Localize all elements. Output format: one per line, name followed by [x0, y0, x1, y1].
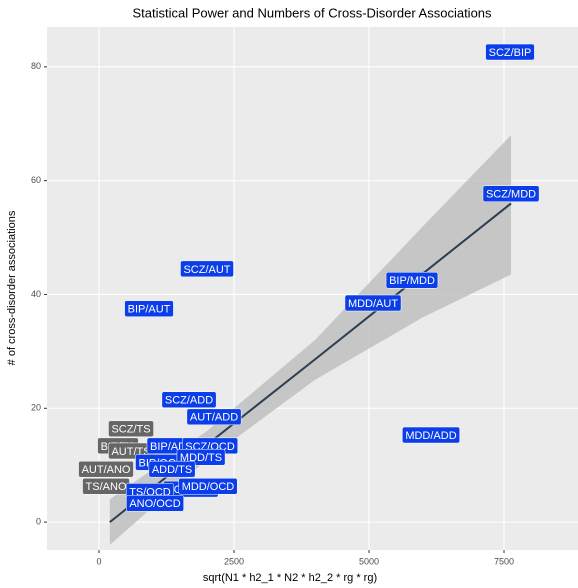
point-label: BIP/AUT [124, 300, 174, 317]
label-text: MDD/AUT [348, 298, 398, 310]
x-tick-label: 5000 [359, 556, 379, 566]
label-box [126, 495, 184, 512]
label-box [161, 391, 217, 409]
point-label: SCZ/ADD [161, 391, 217, 409]
label-box [344, 294, 402, 312]
label-text: SCZ/MDD [486, 189, 536, 201]
label-box [148, 460, 196, 478]
label-box [186, 408, 242, 426]
point-label: SCZ/MDD [482, 185, 540, 202]
point-label: ANO/OCD [126, 495, 184, 512]
point-label: SCZ/BIP [485, 43, 535, 61]
point-label: AUT/ADD [186, 408, 242, 426]
label-text: AUT/ADD [190, 412, 238, 424]
label-text: BIP/AUT [128, 304, 171, 316]
point-label: MDD/OCD [178, 478, 238, 495]
x-axis-label: sqrt(N1 * h2_1 * N2 * h2_2 * rg * rg) [203, 572, 377, 584]
label-text: ADD/TS [152, 464, 192, 476]
label-box [178, 478, 238, 495]
label-text: SCZ/BIP [489, 47, 532, 59]
point-label: MDD/ADD [402, 426, 460, 444]
y-tick-label: 40 [31, 289, 41, 299]
label-text: AUT/ANO [82, 464, 131, 476]
x-tick-label: 0 [96, 556, 101, 566]
point-label: TS/ANO [82, 478, 130, 495]
label-box [482, 185, 540, 202]
label-box [78, 460, 134, 478]
label-box [402, 426, 460, 444]
chart-title: Statistical Power and Numbers of Cross-D… [132, 5, 492, 20]
y-tick-label: 80 [31, 61, 41, 71]
label-box [485, 43, 535, 61]
label-box [180, 260, 234, 278]
point-label: BIP/MDD [385, 271, 439, 289]
label-text: SCZ/TS [111, 424, 150, 436]
label-text: SCZ/AUT [183, 264, 230, 276]
point-label: MDD/AUT [344, 294, 402, 312]
y-axis-label: # of cross-disorder associations [6, 210, 18, 365]
point-label: SCZ/TS [108, 420, 154, 438]
label-text: BIP/MDD [389, 275, 435, 287]
y-tick-label: 60 [31, 175, 41, 185]
label-text: MDD/ADD [405, 430, 456, 442]
point-label: AUT/ANO [78, 460, 134, 478]
label-box [124, 300, 174, 317]
label-text: ANO/OCD [129, 498, 180, 510]
point-label: ADD/TS [148, 460, 196, 478]
y-tick-label: 20 [31, 403, 41, 413]
x-tick-label: 2500 [224, 556, 244, 566]
y-tick-label: 0 [36, 516, 41, 526]
label-text: MDD/OCD [182, 481, 235, 493]
label-box [385, 271, 439, 289]
label-text: TS/ANO [86, 481, 127, 493]
x-tick-label: 7500 [494, 556, 514, 566]
label-text: SCZ/ADD [165, 395, 213, 407]
point-label: SCZ/AUT [180, 260, 234, 278]
label-box [108, 420, 154, 438]
